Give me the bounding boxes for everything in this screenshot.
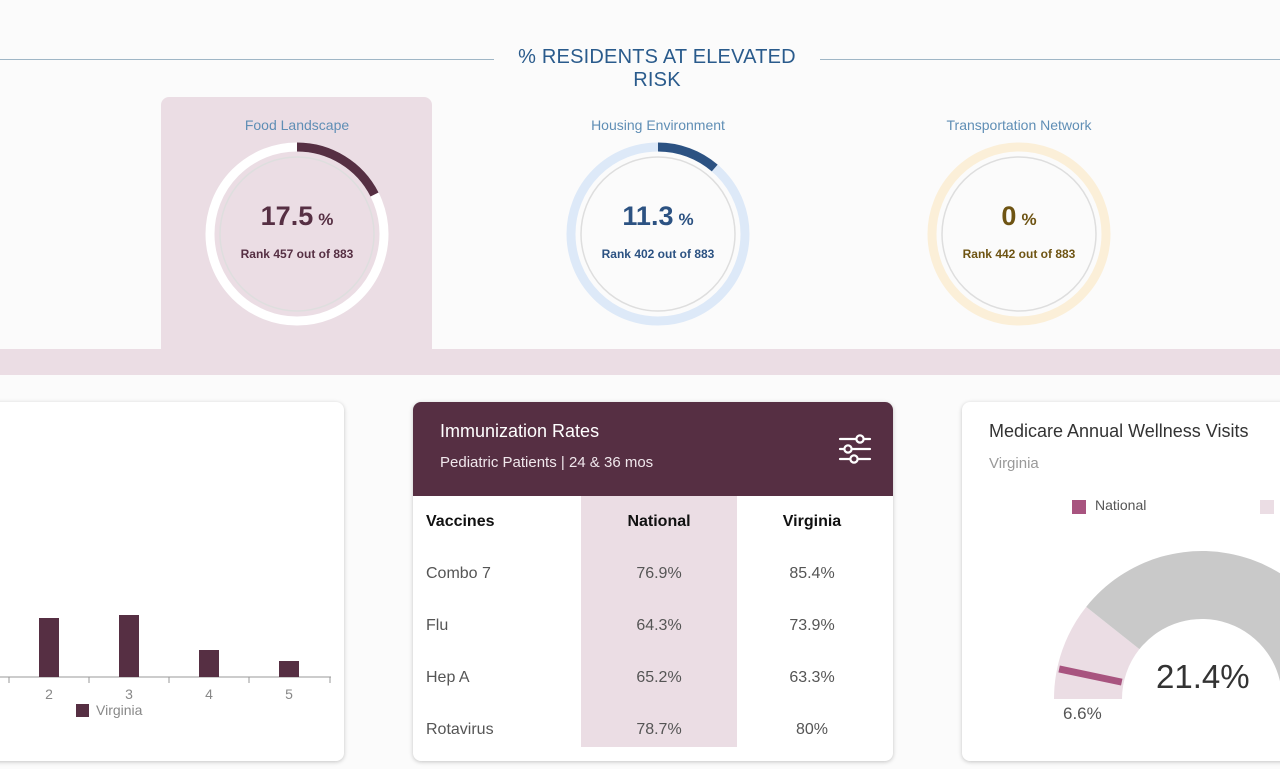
bar [279, 661, 299, 677]
gauge-inner-circle [219, 156, 375, 312]
x-tick-label: 2 [45, 686, 53, 702]
header-state: Virginia [782, 513, 842, 530]
medicare-semicircle-gauge [1054, 551, 1280, 699]
immunization-card: Immunization Rates Pediatric Patients | … [413, 402, 893, 761]
cell-state: 80% [795, 721, 829, 738]
cell-national: 76.9% [636, 565, 682, 582]
legend-state-swatch [1260, 500, 1274, 514]
gauge-rank: Rank 442 out of 883 [962, 247, 1076, 261]
gauge-progress-arc [296, 142, 379, 197]
title-rule-left [0, 59, 494, 60]
table-row: Flu 64.3% 73.9% [413, 600, 893, 652]
gauge-progress-arc [657, 142, 718, 172]
gauge-value: 0% [1001, 201, 1037, 231]
cell-vaccine: Rotavirus [426, 721, 494, 738]
table-row: Combo 7 76.9% 85.4% [413, 548, 893, 600]
gauge-inner-circle [580, 156, 736, 312]
cell-vaccine: Combo 7 [426, 565, 491, 582]
table-header-row: Vaccines National Virginia [413, 496, 893, 548]
header-national: National [627, 513, 691, 530]
cell-state: 63.3% [789, 669, 835, 686]
x-tick-label: 3 [125, 686, 133, 702]
table-row: Rotavirus 78.7% 80% [413, 704, 893, 756]
gauge-remaining-sector [1086, 551, 1280, 682]
gauge-inner-circle [941, 156, 1097, 312]
gauge-title: Housing Environment [591, 117, 725, 133]
gauge-national-marker [1058, 665, 1123, 686]
legend-swatch [76, 704, 89, 717]
gauge-transportation-network[interactable]: Transportation Network 0% Rank 442 out o… [919, 114, 1119, 329]
immunization-header: Immunization Rates Pediatric Patients | … [413, 402, 893, 496]
gauge-rank: Rank 402 out of 883 [601, 247, 715, 261]
gauge-value: 11.3% [622, 201, 694, 231]
medicare-national-value: 6.6% [1063, 704, 1102, 723]
gauge-ring: 17.5% Rank 457 out of 883 [202, 139, 392, 329]
section-title-label: % RESIDENTS AT ELEVATED RISK [518, 46, 796, 91]
cell-state: 85.4% [789, 565, 835, 582]
gauge-arc [566, 142, 750, 326]
immunization-title: Immunization Rates [440, 421, 600, 441]
selection-band [0, 349, 1280, 375]
medicare-card: Medicare Annual Wellness Visits Virginia… [962, 402, 1280, 761]
bar [199, 650, 219, 677]
cell-national: 64.3% [636, 617, 682, 634]
cell-state: 73.9% [789, 617, 835, 634]
national-column-highlight [581, 496, 737, 747]
medicare-subtitle: Virginia [989, 455, 1039, 472]
cell-vaccine: Flu [426, 617, 449, 634]
gauge-arc [927, 142, 1111, 326]
gauge-value: 17.5% [260, 201, 334, 231]
bar [39, 618, 59, 677]
table-row: Hep A 65.2% 63.3% [413, 652, 893, 704]
bar-chart: 2 3 4 5 Virginia [0, 615, 331, 718]
legend-label: Virginia [96, 702, 143, 718]
header-vaccines: Vaccines [426, 513, 495, 530]
section-title: % RESIDENTS AT ELEVATED RISK [0, 46, 1280, 91]
gauge-track [927, 142, 1111, 326]
cell-national: 78.7% [636, 721, 682, 738]
legend-national-label[interactable]: National [1095, 497, 1147, 513]
x-tick-label: 5 [285, 686, 293, 702]
cell-national: 65.2% [636, 669, 682, 686]
gauge-title: Food Landscape [244, 117, 350, 133]
medicare-main-value: 21.4% [1156, 658, 1250, 695]
gauge-title: Transportation Network [946, 117, 1092, 133]
legend-national-swatch [1072, 500, 1086, 514]
gauge-ring: 11.3% Rank 402 out of 883 [563, 139, 753, 329]
gauge-housing-environment[interactable]: Housing Environment 11.3% Rank 402 out o… [558, 114, 758, 329]
x-tick-label: 4 [205, 686, 213, 702]
gauge-ring: 0% Rank 442 out of 883 [924, 139, 1114, 329]
gauge-rank: Rank 457 out of 883 [240, 247, 354, 261]
title-rule-right [820, 59, 1280, 60]
gauge-state-sector [1054, 606, 1140, 699]
bar [119, 615, 139, 677]
gauge-food-landscape[interactable]: Food Landscape 17.5% Rank 457 out of 883 [197, 114, 397, 329]
medicare-title: Medicare Annual Wellness Visits [989, 421, 1249, 441]
bar-chart-card: 2 3 4 5 Virginia [0, 402, 344, 761]
sliders-icon[interactable] [838, 432, 872, 466]
immunization-subtitle: Pediatric Patients | 24 & 36 mos [440, 454, 654, 471]
gauge-arc [205, 142, 389, 326]
cell-vaccine: Hep A [426, 669, 470, 686]
